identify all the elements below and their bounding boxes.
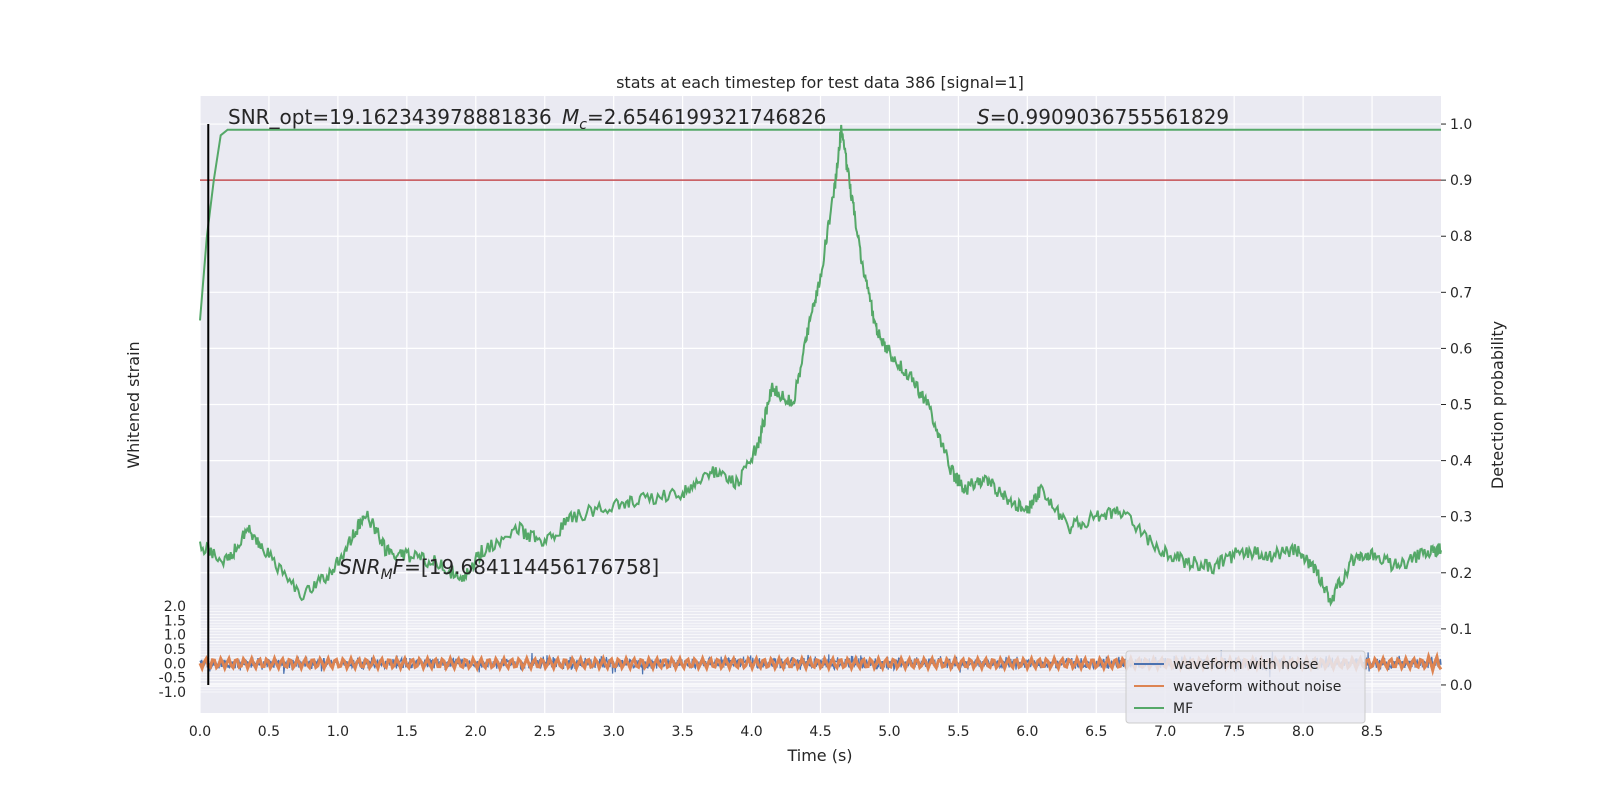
- x-tick-label: 6.0: [1016, 724, 1038, 740]
- series-layer: [199, 124, 1442, 607]
- y-right-tick-labels: 0.0 0.1 0.2 0.3 0.4 0.5 0.6 0.7 0.8 0.9 1.0: [1441, 117, 1472, 694]
- x-tick-label: 2.5: [534, 724, 556, 740]
- x-tick-label: 1.5: [396, 724, 418, 740]
- y-right-tick-label: 1.0: [1450, 117, 1472, 133]
- legend-label-mf: MF: [1173, 701, 1193, 717]
- y-left-tick-label: 2.0: [164, 599, 186, 615]
- y-right-tick-label: 0.7: [1450, 285, 1472, 301]
- x-tick-label: 5.5: [947, 724, 969, 740]
- legend-label-clean: waveform without noise: [1173, 679, 1341, 695]
- x-axis-label: Time (s): [786, 746, 852, 765]
- x-tick-label: 2.0: [465, 724, 487, 740]
- y-left-tick-label: -1.0: [159, 685, 186, 701]
- y-right-tick-label: 0.9: [1450, 173, 1472, 189]
- legend-box: [1125, 650, 1366, 724]
- y-left-tick-label: 0.0: [164, 656, 186, 672]
- x-tick-label: 0.0: [189, 724, 211, 740]
- lower-axis-grid: [200, 605, 1441, 693]
- x-tick-labels: 0.0 0.5 1.0 1.5 2.0 2.5 3.0 3.5 4.0 4.5 5.0 5.5 6.0 6…: [189, 724, 1383, 740]
- y-left-tick-label: 1.0: [164, 628, 186, 644]
- detection-probability-line: [199, 124, 1442, 607]
- x-tick-label: 4.0: [740, 724, 762, 740]
- y-right-tick-label: 0.8: [1450, 229, 1472, 245]
- snr-mf-annotation: SNRMF=[19.684114456176758]: [339, 555, 659, 583]
- y-left-axis-label: Whitened strain: [124, 341, 143, 468]
- y-right-tick-label: 0.5: [1450, 398, 1472, 414]
- x-tick-label: 3.5: [671, 724, 693, 740]
- y-right-tick-label: 0.3: [1450, 510, 1472, 526]
- y-right-tick-label: 0.6: [1450, 341, 1472, 357]
- x-tick-label: 4.5: [809, 724, 831, 740]
- x-tick-label: 6.5: [1085, 724, 1107, 740]
- x-tick-label: 8.5: [1361, 724, 1383, 740]
- y-left-tick-label: 0.5: [164, 642, 186, 658]
- y-left-tick-label: 1.5: [164, 613, 186, 629]
- x-tick-label: 7.5: [1223, 724, 1245, 740]
- x-tick-label: 3.0: [603, 724, 625, 740]
- y-right-tick-label: 0.2: [1450, 566, 1472, 582]
- legend-label-noise: waveform with noise: [1173, 657, 1318, 673]
- y-right-tick-label: 0.4: [1450, 454, 1472, 470]
- chart-title: stats at each timestep for test data 386…: [616, 73, 1024, 92]
- y-left-tick-labels: 2.01.51.00.50.0-0.5-1.0: [159, 599, 186, 701]
- mf-line: [199, 128, 1441, 321]
- x-tick-label: 1.0: [327, 724, 349, 740]
- x-tick-label: 5.0: [878, 724, 900, 740]
- snr-opt-annotation: SNR_opt=19.162343978881836: [228, 105, 552, 129]
- x-tick-label: 8.0: [1292, 724, 1314, 740]
- x-tick-label: 0.5: [258, 724, 280, 740]
- x-tick-label: 7.0: [1154, 724, 1176, 740]
- y-right-tick-label: 0.1: [1450, 622, 1472, 638]
- mc-annotation: Mc=2.6546199321746826: [562, 105, 826, 133]
- legend: waveform with noise waveform without noi…: [1125, 650, 1366, 724]
- y-right-axis-label: Detection probability: [1488, 321, 1507, 489]
- y-left-tick-label: -0.5: [159, 671, 186, 687]
- s-annotation: S=0.9909036755561829: [977, 105, 1229, 129]
- y-right-tick-label: 0.0: [1450, 678, 1472, 694]
